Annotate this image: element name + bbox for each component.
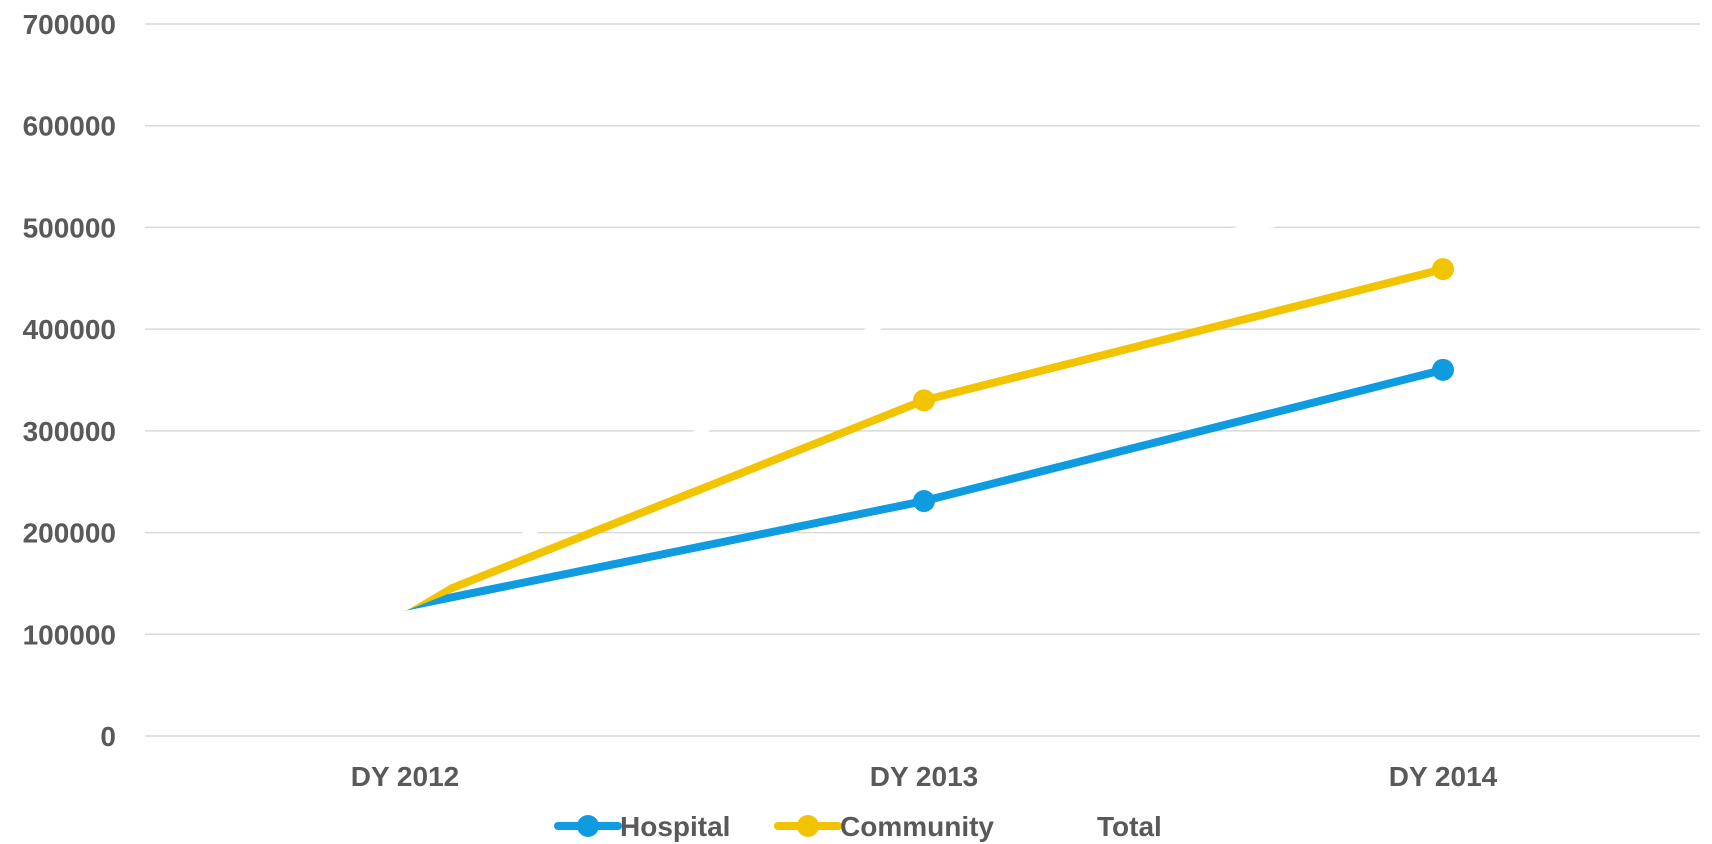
- legend-label: Total: [1097, 811, 1162, 842]
- y-tick-label: 500000: [23, 212, 116, 243]
- series-lines: [401, 175, 1454, 611]
- data-point-total: [1432, 175, 1454, 198]
- legend-item-community: Community: [774, 811, 994, 842]
- legend: Hospital Community Total: [554, 811, 1162, 842]
- y-tick-label: 0: [100, 721, 116, 752]
- y-tick-label: 300000: [23, 416, 116, 447]
- x-tick-label: DY 2013: [870, 761, 978, 792]
- y-tick-label: 700000: [23, 9, 116, 40]
- y-tick-label: 200000: [23, 518, 116, 549]
- legend-swatch-marker: [797, 815, 819, 837]
- y-tick-label: 600000: [23, 111, 116, 142]
- data-point-total: [913, 287, 935, 310]
- data-point-hospital: [1432, 358, 1454, 381]
- gridlines: [145, 23, 1700, 737]
- legend-label: Community: [840, 811, 994, 842]
- y-axis-tick-labels: 0 100000 200000 300000 400000 500000 600000 700…: [23, 9, 116, 752]
- data-point-community: [913, 389, 935, 412]
- data-point-community: [1432, 258, 1454, 281]
- y-tick-label: 100000: [23, 619, 116, 650]
- legend-swatch-marker: [577, 815, 599, 837]
- legend-item-hospital: Hospital: [554, 811, 730, 842]
- legend-label: Hospital: [620, 811, 730, 842]
- y-tick-label: 400000: [23, 314, 116, 345]
- legend-swatch-marker: [1054, 815, 1076, 837]
- legend-item-total: Total: [1031, 811, 1162, 842]
- x-tick-label: DY 2014: [1389, 761, 1498, 792]
- x-axis-tick-labels: DY 2012 DY 2013 DY 2014: [351, 761, 1498, 792]
- data-point-hospital: [913, 490, 935, 513]
- series-line-community: [401, 265, 1447, 611]
- x-tick-label: DY 2012: [351, 761, 459, 792]
